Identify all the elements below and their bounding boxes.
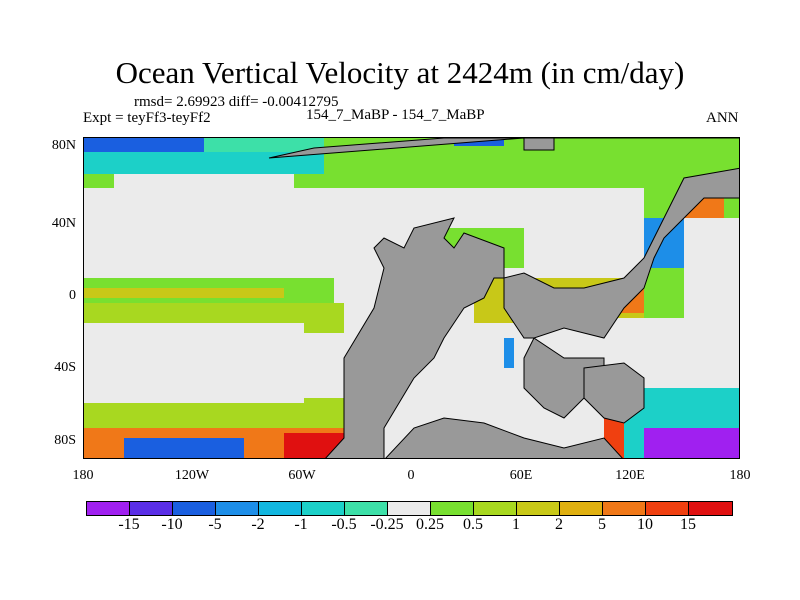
- colorbar-swatch: [560, 502, 603, 515]
- lat-label: 40S: [54, 360, 76, 375]
- colorbar-tick-label: 0.5: [463, 516, 483, 533]
- season-label: ANN: [706, 110, 739, 126]
- lon-label: 120W: [174, 468, 210, 483]
- lat-label: 80N: [51, 138, 76, 153]
- colorbar-tick-label: 5: [598, 516, 606, 533]
- colorbar-swatch: [173, 502, 216, 515]
- lon-label: 180: [729, 468, 751, 483]
- colorbar-swatch: [431, 502, 474, 515]
- field-band: [84, 138, 204, 152]
- land: [268, 138, 739, 458]
- colorbar-swatch: [345, 502, 388, 515]
- lon-label: 60W: [288, 468, 316, 483]
- colorbar-swatch: [87, 502, 130, 515]
- colorbar-swatch: [474, 502, 517, 515]
- neutral-area: [84, 208, 334, 278]
- colorbar-tick-label: 15: [680, 516, 696, 533]
- lon-label: 0: [407, 468, 415, 483]
- lat-label: 40N: [51, 216, 76, 231]
- colorbar-tick-label: 0.25: [416, 516, 444, 533]
- land-americas-africa-eurasia: [268, 138, 739, 458]
- colorbar: [86, 501, 733, 516]
- neutral-area: [684, 218, 739, 318]
- chart-title: Ocean Vertical Velocity at 2424m (in cm/…: [115, 55, 685, 90]
- colorbar-swatch: [603, 502, 646, 515]
- lat-label: 80S: [54, 433, 76, 448]
- field-band: [644, 428, 739, 458]
- colorbar-swatch: [130, 502, 173, 515]
- colorbar-swatch: [259, 502, 302, 515]
- lon-label: 180: [72, 468, 94, 483]
- colorbar-swatch: [646, 502, 689, 515]
- land-australia: [583, 362, 645, 424]
- field-band: [84, 152, 324, 174]
- lon-label: 120E: [615, 468, 645, 483]
- colorbar-tick-label: -0.5: [331, 516, 357, 533]
- neutral-area: [84, 323, 304, 403]
- field-band: [124, 438, 244, 458]
- colorbar-tick-label: -2: [251, 516, 265, 533]
- colorbar-swatch: [216, 502, 259, 515]
- colorbar-swatch: [302, 502, 345, 515]
- colorbar-tick-label: 1: [512, 516, 520, 533]
- colorbar-swatch: [517, 502, 560, 515]
- field-band: [204, 138, 324, 152]
- colorbar-tick-label: 2: [555, 516, 563, 533]
- lon-label: 60E: [509, 468, 533, 483]
- experiment-label: Expt = teyFf3-teyFf2: [83, 110, 211, 126]
- colorbar-swatch: [689, 502, 732, 515]
- land-antarctica: [385, 417, 623, 458]
- field-band: [84, 288, 284, 298]
- center-label: 154_7_MaBP - 154_7_MaBP: [306, 107, 485, 123]
- map-panel: [83, 137, 740, 459]
- colorbar-tick-label: 10: [637, 516, 653, 533]
- map-svg: [84, 138, 739, 458]
- field-band: [84, 398, 384, 433]
- colorbar-tick-label: -0.25: [370, 516, 404, 533]
- colorbar-tick-label: -5: [208, 516, 222, 533]
- colorbar-tick-label: -1: [294, 516, 308, 533]
- stats-label: rmsd= 2.69923 diff= -0.00412795: [134, 94, 339, 110]
- colorbar-swatch: [388, 502, 431, 515]
- field-band: [114, 174, 294, 194]
- colorbar-tick-label: -10: [161, 516, 183, 533]
- lat-label: 0: [69, 288, 76, 303]
- colorbar-tick-label: -15: [118, 516, 140, 533]
